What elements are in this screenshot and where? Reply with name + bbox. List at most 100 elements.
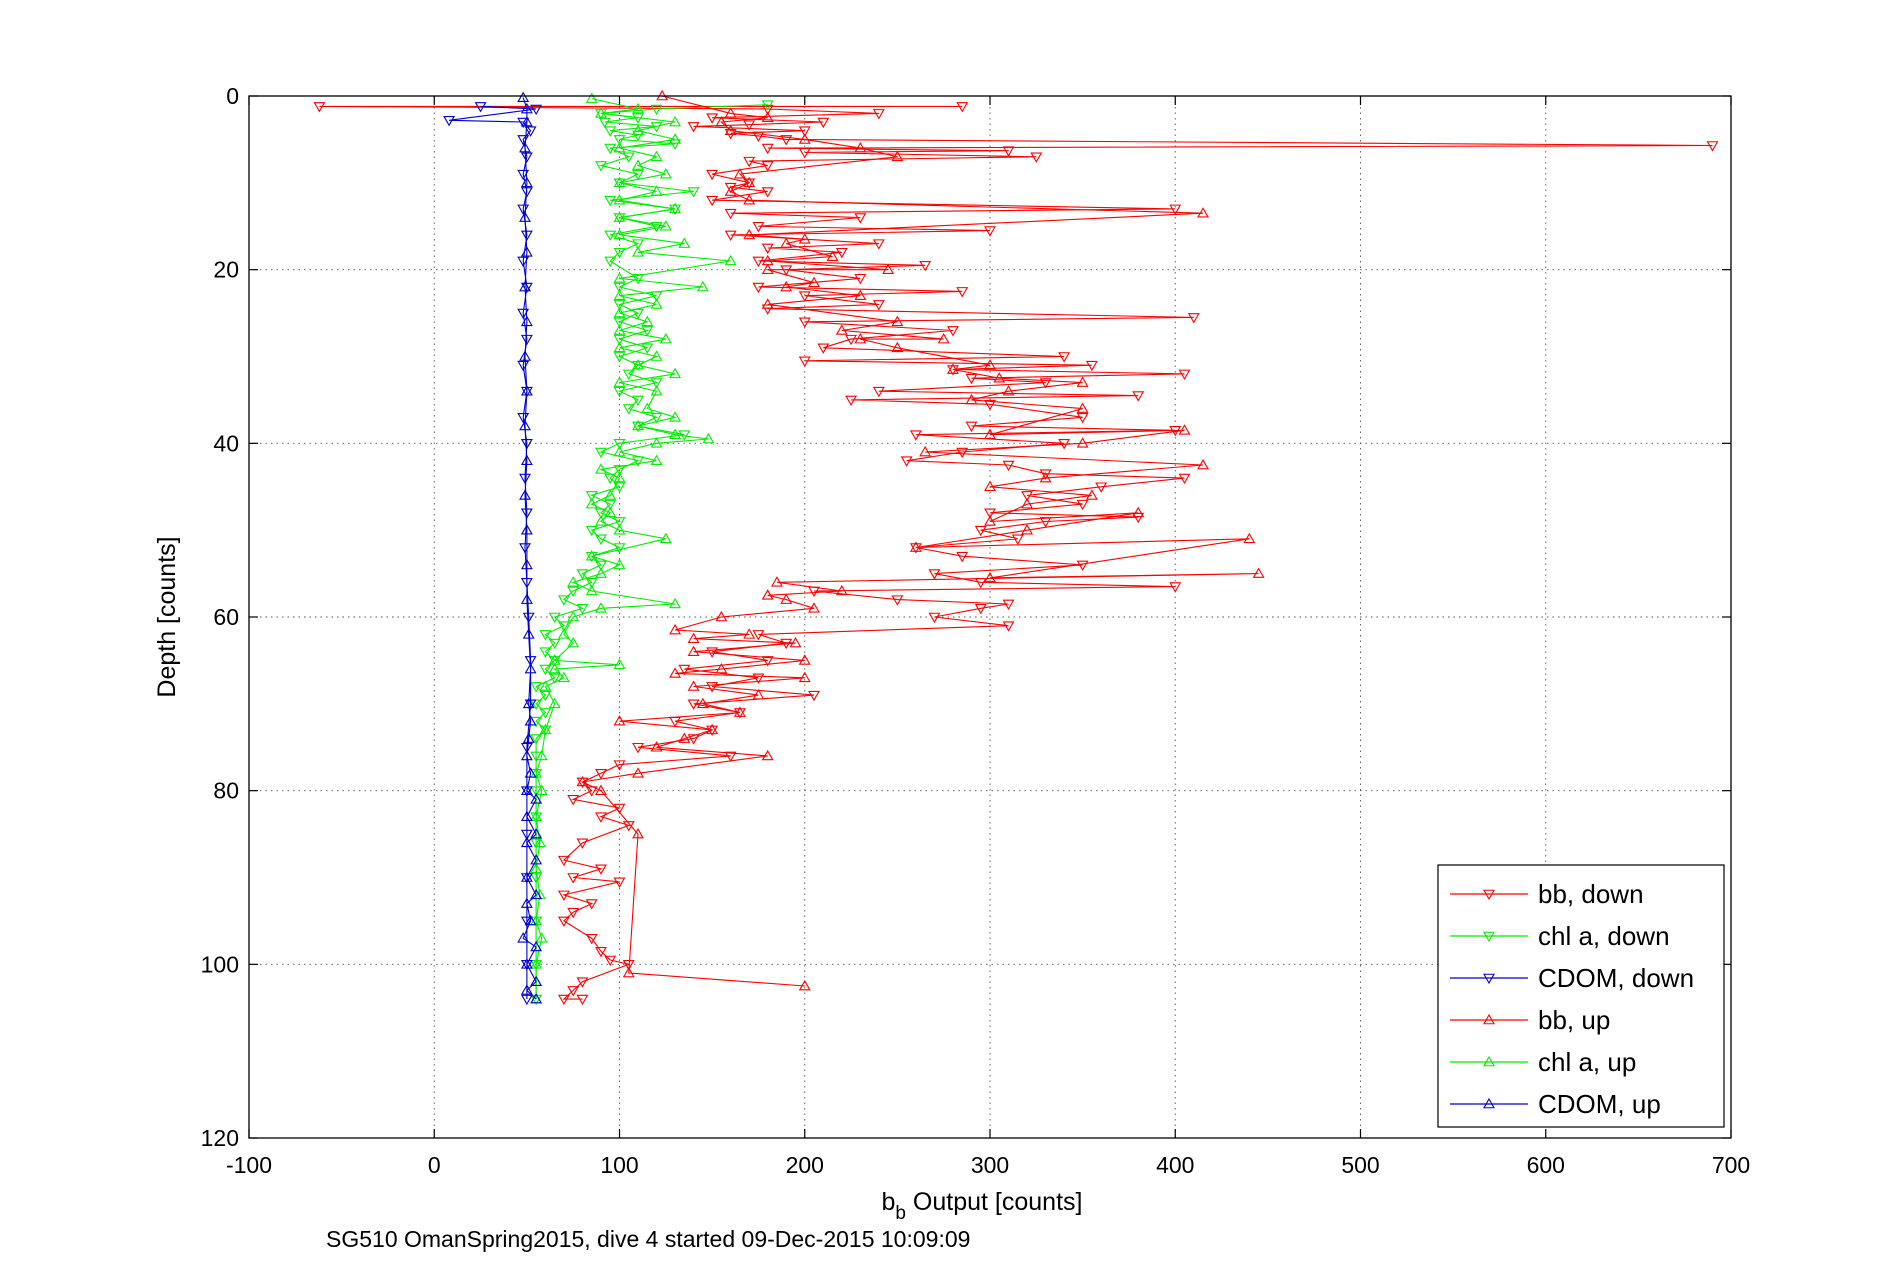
data-point bbox=[530, 734, 543, 745]
legend-item: bb, down bbox=[1450, 879, 1644, 909]
data-point bbox=[520, 994, 533, 1006]
data-point bbox=[520, 246, 533, 257]
data-point bbox=[517, 117, 530, 129]
data-point bbox=[548, 673, 561, 684]
data-point bbox=[761, 100, 774, 111]
data-point bbox=[604, 499, 617, 511]
series-3 bbox=[576, 89, 1265, 991]
data-point bbox=[632, 767, 644, 778]
data-point bbox=[1178, 473, 1191, 485]
data-point bbox=[1039, 469, 1052, 480]
data-point bbox=[539, 725, 552, 736]
legend-swatch-marker bbox=[1483, 889, 1495, 901]
data-point bbox=[984, 428, 996, 439]
data-point bbox=[761, 104, 774, 116]
data-point bbox=[613, 517, 626, 528]
data-point bbox=[517, 169, 530, 181]
data-point bbox=[613, 445, 626, 457]
x-tick-label: -100 bbox=[226, 1152, 272, 1178]
y-tick-label: 100 bbox=[201, 951, 239, 977]
data-point bbox=[650, 221, 663, 233]
y-axis-label: Depth [counts] bbox=[153, 536, 181, 697]
data-point bbox=[650, 385, 663, 396]
data-point bbox=[533, 836, 546, 848]
data-point bbox=[519, 211, 531, 222]
data-point bbox=[530, 812, 543, 823]
data-point bbox=[761, 187, 774, 198]
data-point bbox=[1178, 369, 1191, 380]
data-point bbox=[1132, 506, 1145, 518]
data-point bbox=[530, 862, 543, 874]
legend-label: CDOM, up bbox=[1538, 1089, 1661, 1119]
data-point bbox=[984, 571, 996, 583]
data-point bbox=[965, 393, 978, 405]
data-point bbox=[604, 256, 617, 268]
legend-label: chl a, up bbox=[1538, 1047, 1636, 1077]
data-point bbox=[530, 827, 543, 839]
data-point bbox=[530, 838, 543, 849]
data-point bbox=[817, 343, 830, 354]
data-point bbox=[845, 395, 858, 407]
data-point bbox=[520, 958, 533, 969]
data-point bbox=[771, 576, 783, 587]
data-point bbox=[1095, 482, 1108, 493]
data-point bbox=[517, 308, 530, 320]
data-point bbox=[530, 854, 543, 865]
data-point bbox=[761, 749, 774, 761]
data-point bbox=[557, 855, 570, 867]
data-point bbox=[585, 550, 598, 561]
data-point bbox=[613, 248, 626, 259]
data-point bbox=[595, 812, 607, 823]
data-point bbox=[632, 169, 644, 181]
data-point bbox=[595, 602, 607, 613]
data-point bbox=[622, 152, 635, 163]
data-point bbox=[520, 916, 533, 928]
data-point bbox=[780, 593, 793, 604]
data-point bbox=[595, 447, 607, 459]
data-point bbox=[993, 372, 1006, 383]
data-point bbox=[595, 560, 607, 572]
data-point bbox=[826, 250, 839, 261]
data-point bbox=[595, 567, 607, 578]
data-point bbox=[687, 699, 700, 710]
data-point bbox=[659, 220, 672, 231]
data-point bbox=[613, 211, 626, 222]
data-point bbox=[669, 133, 682, 144]
data-point bbox=[724, 751, 737, 763]
data-point bbox=[909, 541, 922, 552]
data-point bbox=[1132, 512, 1145, 524]
data-point bbox=[891, 315, 904, 327]
data-point bbox=[474, 102, 487, 113]
data-point bbox=[595, 768, 607, 780]
data-point bbox=[984, 399, 996, 411]
data-point bbox=[585, 577, 598, 589]
data-point bbox=[519, 419, 531, 431]
x-tick-label: 300 bbox=[971, 1152, 1009, 1178]
data-point bbox=[650, 437, 663, 448]
data-point bbox=[632, 159, 644, 170]
data-point bbox=[613, 341, 626, 353]
data-point bbox=[724, 182, 737, 194]
data-point bbox=[520, 784, 533, 795]
data-point bbox=[613, 471, 626, 483]
data-point bbox=[1178, 424, 1191, 435]
data-point bbox=[1169, 204, 1182, 215]
data-point bbox=[632, 130, 644, 142]
data-point bbox=[530, 960, 543, 971]
data-point bbox=[576, 994, 589, 1006]
data-point bbox=[632, 274, 644, 285]
data-point bbox=[520, 385, 533, 396]
data-point bbox=[1076, 499, 1089, 511]
data-point bbox=[632, 827, 644, 839]
data-point bbox=[696, 280, 709, 292]
plot-series bbox=[313, 89, 1719, 1006]
y-tick-label: 60 bbox=[213, 604, 239, 630]
data-point bbox=[891, 150, 904, 162]
x-tick-label: 600 bbox=[1527, 1152, 1565, 1178]
data-point bbox=[835, 248, 848, 259]
data-point bbox=[761, 111, 774, 123]
data-point bbox=[622, 960, 635, 971]
data-point bbox=[585, 525, 598, 537]
data-point bbox=[669, 428, 682, 439]
